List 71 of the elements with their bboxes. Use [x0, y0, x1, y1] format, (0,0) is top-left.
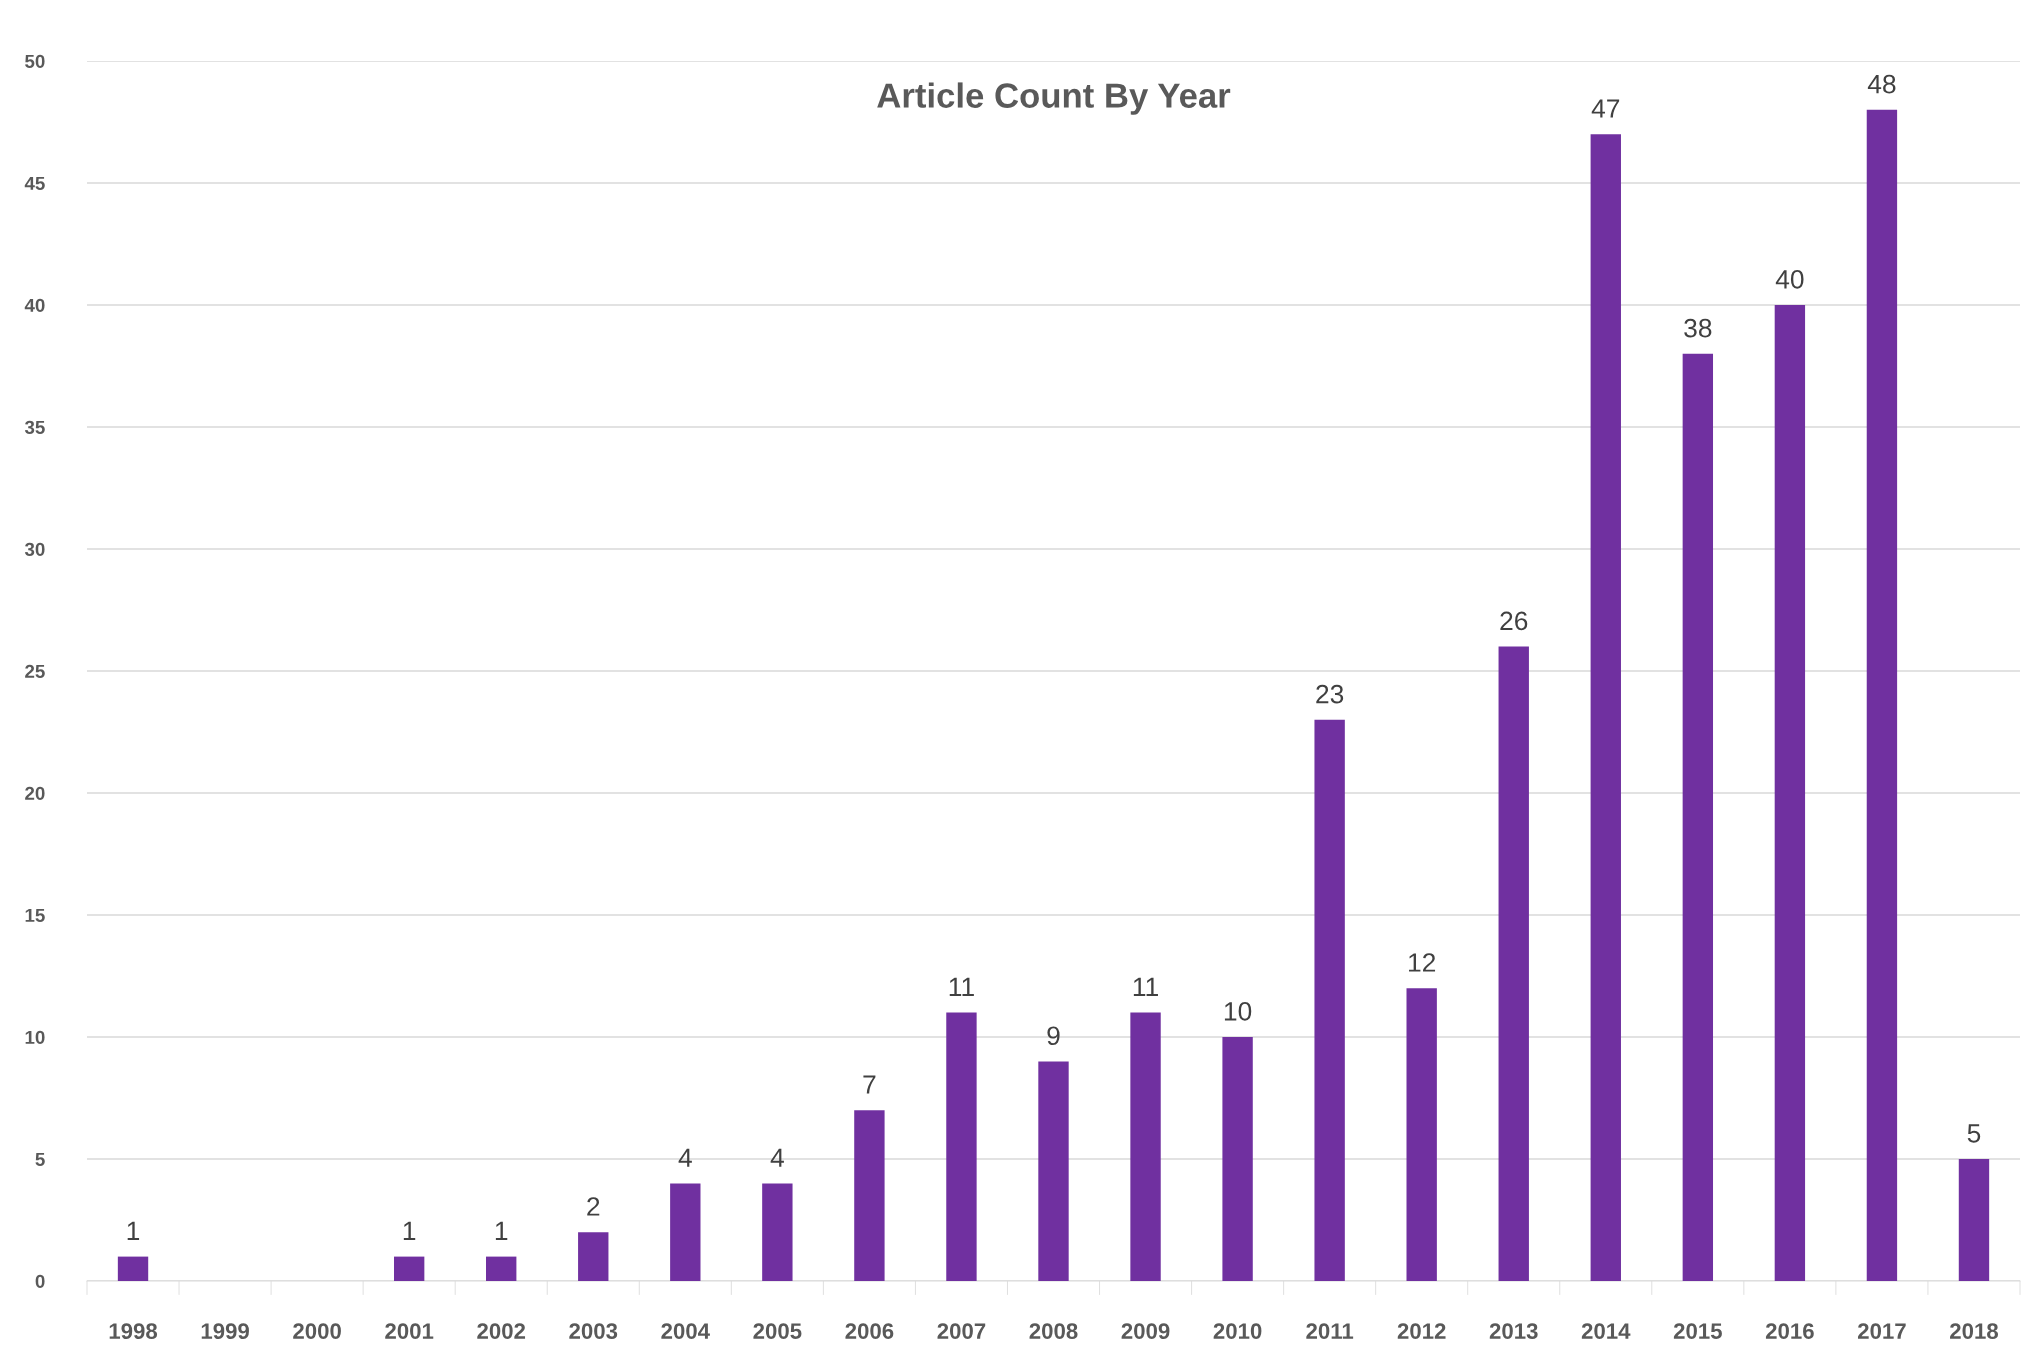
data-label: 26	[1500, 611, 1528, 631]
bar	[578, 1232, 609, 1281]
bar	[762, 1183, 793, 1281]
data-label: 48	[1867, 74, 1896, 94]
data-label: 4	[678, 1148, 692, 1167]
bar	[1590, 134, 1621, 1281]
x-tick-label: 2011	[1306, 1323, 1354, 1339]
bar	[1314, 719, 1345, 1281]
data-label: 7	[863, 1075, 876, 1094]
x-tick-label: 2005	[753, 1323, 802, 1339]
x-tick-label: 2007	[937, 1323, 986, 1339]
bar	[1038, 1061, 1069, 1281]
y-tick-label: 5	[35, 1152, 45, 1166]
data-label: 2	[587, 1197, 600, 1216]
x-tick-label: 2013	[1489, 1323, 1538, 1340]
x-tick-label: 2010	[1213, 1323, 1262, 1339]
x-tick-label: 2014	[1581, 1323, 1631, 1339]
data-label: 38	[1684, 318, 1712, 338]
y-tick-label: 30	[24, 542, 45, 556]
x-tick-label: 2006	[845, 1323, 894, 1339]
x-tick-label: 2016	[1765, 1323, 1814, 1339]
y-tick-label: 40	[24, 298, 45, 312]
bar	[486, 1256, 517, 1281]
bar	[1130, 1012, 1161, 1281]
bar	[946, 1012, 977, 1281]
data-label: 1	[495, 1221, 508, 1241]
y-tick-label: 45	[24, 176, 45, 190]
x-tick-label: 2001	[385, 1323, 434, 1339]
data-label: 40	[1775, 269, 1804, 289]
data-label: 11	[949, 977, 974, 997]
bar	[393, 1256, 425, 1281]
bar	[670, 1183, 701, 1281]
data-label: 1	[127, 1221, 140, 1241]
x-tick-label: 2003	[569, 1323, 618, 1340]
data-label: 47	[1591, 99, 1620, 118]
data-label: 23	[1316, 684, 1344, 704]
y-tick-label: 20	[25, 786, 45, 800]
data-label: 4	[770, 1148, 784, 1167]
x-tick-label: 1998	[109, 1323, 158, 1339]
x-tick-label: 2012	[1397, 1323, 1446, 1339]
text: Article Count By Year	[877, 82, 1231, 115]
data-label: 12	[1409, 953, 1436, 972]
bar	[1866, 109, 1898, 1281]
x-tick-label: 2004	[661, 1323, 710, 1339]
data-label: 11	[1133, 977, 1158, 997]
bar	[1222, 1037, 1253, 1281]
x-tick-label: 2017	[1857, 1323, 1906, 1339]
x-tick-label: 1999	[201, 1323, 249, 1339]
x-tick-label: 2009	[1121, 1323, 1170, 1339]
data-label: 5	[1967, 1124, 1981, 1143]
y-tick-label: 50	[25, 54, 45, 68]
data-label: 10	[1224, 1001, 1252, 1021]
bar	[117, 1256, 149, 1281]
y-tick-label: 35	[24, 420, 45, 434]
y-tick-label: 15	[25, 908, 45, 922]
bar	[854, 1110, 885, 1281]
x-tick-label: 2008	[1029, 1323, 1078, 1339]
data-label: 1	[403, 1221, 416, 1241]
bar	[1958, 1159, 1990, 1281]
bar	[1406, 988, 1437, 1281]
y-tick-label: 10	[25, 1030, 45, 1044]
bar	[1498, 646, 1529, 1281]
data-label: 9	[1047, 1026, 1060, 1046]
x-tick-label: 2015	[1673, 1323, 1722, 1339]
x-tick-label: 2018	[1950, 1323, 1999, 1339]
x-tick-label: 2000	[293, 1323, 341, 1339]
bar	[1682, 353, 1714, 1281]
y-tick-label: 25	[25, 664, 45, 678]
bar	[1774, 305, 1806, 1281]
x-tick-label: 2002	[477, 1323, 526, 1339]
y-tick-label: 0	[35, 1274, 45, 1288]
